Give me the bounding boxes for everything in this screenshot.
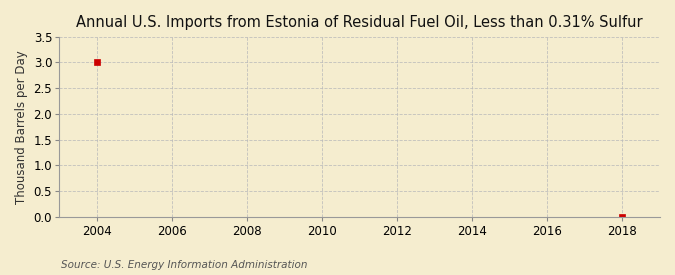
Y-axis label: Thousand Barrels per Day: Thousand Barrels per Day bbox=[15, 50, 28, 204]
Title: Annual U.S. Imports from Estonia of Residual Fuel Oil, Less than 0.31% Sulfur: Annual U.S. Imports from Estonia of Resi… bbox=[76, 15, 643, 30]
Text: Source: U.S. Energy Information Administration: Source: U.S. Energy Information Administ… bbox=[61, 260, 307, 270]
